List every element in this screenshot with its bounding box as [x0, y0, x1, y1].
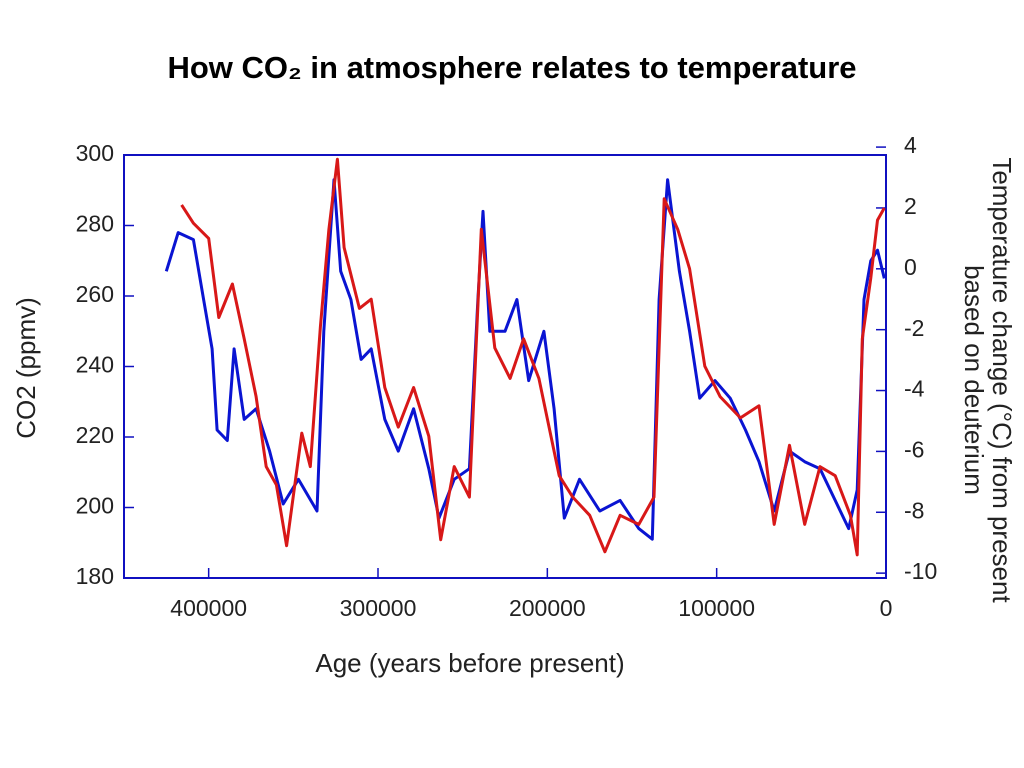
x-tick-label: 200000 — [509, 595, 586, 621]
x-tick-label: 100000 — [678, 595, 755, 621]
y2-tick-label: 0 — [904, 254, 917, 280]
y2-axis-label: Temperature change (°C) from present — [987, 157, 1017, 603]
y2-tick-label: -2 — [904, 315, 924, 341]
series-line — [180, 157, 886, 557]
y-tick-label: 260 — [76, 281, 114, 307]
y2-axis-label: based on deuterium — [959, 265, 989, 495]
y-tick-label: 300 — [76, 140, 114, 166]
y-tick-label: 280 — [76, 211, 114, 237]
y2-tick-label: -4 — [904, 376, 925, 402]
y2-tick-label: -8 — [904, 497, 924, 523]
y-tick-label: 200 — [76, 493, 114, 519]
x-axis-label: Age (years before present) — [315, 648, 624, 678]
y2-tick-label: 4 — [904, 132, 917, 158]
y2-tick-label: -6 — [904, 436, 924, 462]
x-tick-label: 0 — [880, 595, 893, 621]
y2-tick-label: -10 — [904, 558, 937, 584]
y-tick-label: 180 — [76, 563, 114, 589]
chart-title: How CO₂ in atmosphere relates to tempera… — [167, 50, 856, 85]
x-tick-label: 300000 — [340, 595, 417, 621]
series-line — [164, 178, 886, 541]
y-axis-label: CO2 (ppmv) — [11, 297, 41, 439]
x-tick-label: 400000 — [170, 595, 247, 621]
y2-tick-label: 2 — [904, 193, 917, 219]
y-tick-label: 240 — [76, 352, 114, 378]
y-tick-label: 220 — [76, 422, 114, 448]
